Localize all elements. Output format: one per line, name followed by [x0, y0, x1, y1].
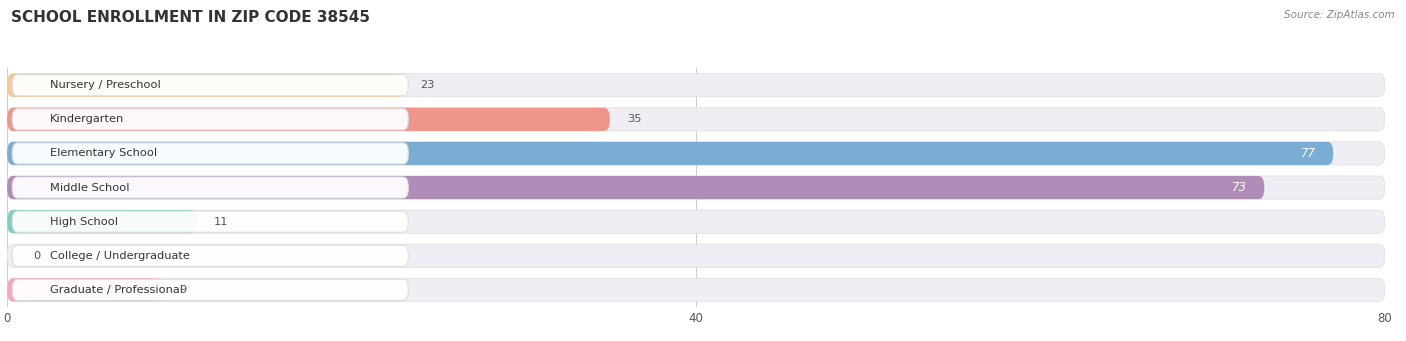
Text: Nursery / Preschool: Nursery / Preschool — [51, 80, 160, 90]
FancyBboxPatch shape — [7, 74, 1385, 97]
FancyBboxPatch shape — [13, 109, 408, 130]
FancyBboxPatch shape — [13, 211, 408, 232]
Text: 35: 35 — [627, 114, 641, 124]
FancyBboxPatch shape — [7, 74, 404, 97]
FancyBboxPatch shape — [13, 245, 408, 266]
Text: College / Undergraduate: College / Undergraduate — [51, 251, 190, 261]
FancyBboxPatch shape — [7, 176, 1264, 199]
Text: 11: 11 — [214, 217, 228, 227]
FancyBboxPatch shape — [13, 177, 408, 198]
FancyBboxPatch shape — [7, 278, 1385, 301]
FancyBboxPatch shape — [13, 75, 408, 96]
FancyBboxPatch shape — [7, 108, 1385, 131]
Text: 73: 73 — [1232, 181, 1247, 194]
Text: Source: ZipAtlas.com: Source: ZipAtlas.com — [1284, 10, 1395, 20]
FancyBboxPatch shape — [7, 210, 197, 233]
Text: High School: High School — [51, 217, 118, 227]
FancyBboxPatch shape — [13, 143, 408, 164]
Text: 9: 9 — [180, 285, 187, 295]
Text: SCHOOL ENROLLMENT IN ZIP CODE 38545: SCHOOL ENROLLMENT IN ZIP CODE 38545 — [11, 10, 370, 25]
FancyBboxPatch shape — [7, 278, 162, 301]
Text: 77: 77 — [1301, 147, 1316, 160]
Text: 0: 0 — [32, 251, 41, 261]
FancyBboxPatch shape — [7, 108, 610, 131]
FancyBboxPatch shape — [7, 142, 1333, 165]
FancyBboxPatch shape — [7, 244, 1385, 267]
FancyBboxPatch shape — [7, 142, 1385, 165]
Text: Elementary School: Elementary School — [51, 148, 157, 159]
Text: Kindergarten: Kindergarten — [51, 114, 124, 124]
Text: 23: 23 — [420, 80, 434, 90]
Text: Middle School: Middle School — [51, 182, 129, 193]
FancyBboxPatch shape — [7, 210, 1385, 233]
Text: Graduate / Professional: Graduate / Professional — [51, 285, 183, 295]
FancyBboxPatch shape — [7, 176, 1385, 199]
FancyBboxPatch shape — [13, 279, 408, 300]
